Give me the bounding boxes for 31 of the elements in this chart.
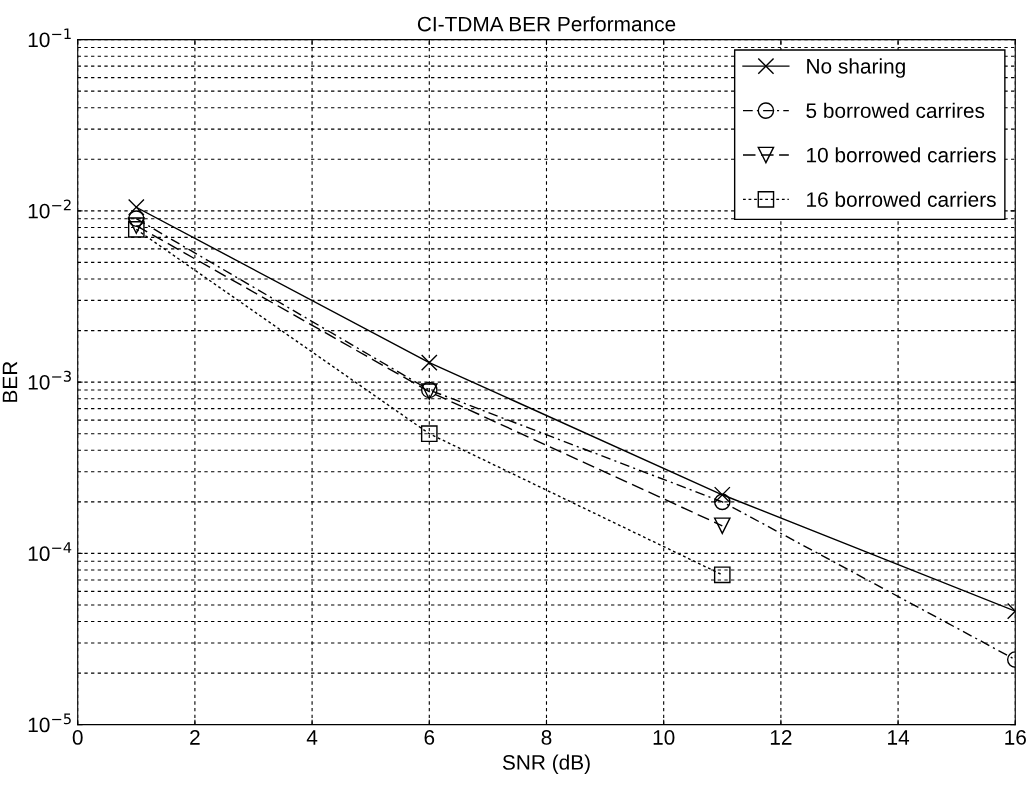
legend-label: No sharing [807,58,905,78]
x-tick-label: 8 [541,730,552,745]
point [127,221,145,238]
y-tick-label: 10$^{−2}$ [28,199,71,219]
point [713,493,731,511]
point [127,198,145,216]
legend-label: 16 borrowed carriers [807,191,996,207]
point [420,354,438,371]
x-tick-label: 12 [770,730,792,745]
y-tick-label: 10$^{−1}$ [28,28,71,48]
y-tick-label: 10$^{−4}$ [28,542,72,562]
point [420,425,438,443]
y-axis-title: BER [2,361,18,402]
legend-label: 10 borrowed carriers [807,147,996,163]
y-tick-label: 10$^{−3}$ [28,370,71,390]
x-tick-label: 2 [190,730,200,745]
point [713,566,731,584]
point [127,210,145,228]
x-tick-label: 0 [72,730,83,745]
chart-title: CI-TDMA BER Performance [417,16,676,32]
point [127,217,145,234]
x-tick-label: 6 [424,730,435,745]
x-axis-title: SNR (dB) [502,754,590,774]
y-tick-label: 10$^{−5}$ [28,713,71,733]
x-tick-label: 10 [653,730,675,745]
x-tick-label: 16 [1005,730,1026,745]
point [713,517,731,535]
point [713,486,731,504]
x-tick-label: 14 [888,730,910,745]
x-tick-label: 4 [306,730,318,745]
legend-label: 5 borrowed carrires [806,102,985,119]
